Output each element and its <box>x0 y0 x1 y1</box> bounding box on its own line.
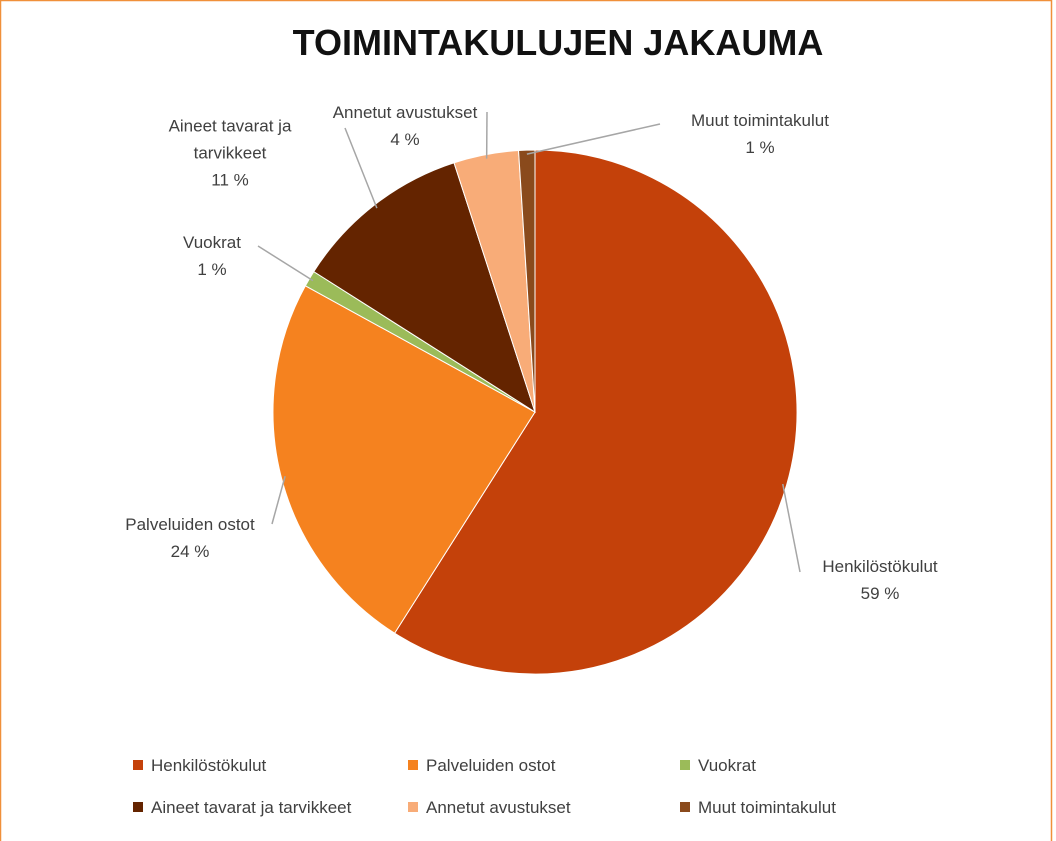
pie-slice <box>272 285 536 634</box>
data-label: Muut toimintakulut 1 % <box>655 107 865 161</box>
legend-item: Aineet tavarat ja tarvikkeet <box>133 798 351 818</box>
leader-line <box>344 127 378 209</box>
legend-item: Henkilöstökulut <box>133 756 266 776</box>
legend-label: Vuokrat <box>698 756 756 775</box>
legend-swatch <box>133 801 143 812</box>
data-label-name: Aineet tavarat ja tarvikkeet <box>168 116 292 163</box>
legend-swatch <box>680 801 690 812</box>
legend-item: Muut toimintakulut <box>680 798 836 818</box>
data-label-name: Henkilöstökulut <box>822 557 938 576</box>
data-label-value: 1 % <box>745 138 775 157</box>
data-label: Annetut avustukset 4 % <box>305 99 505 153</box>
legend-label: Henkilöstökulut <box>151 756 267 775</box>
data-label-value: 11 % <box>211 170 249 190</box>
legend-label: Palveluiden ostot <box>426 756 556 775</box>
chart-title: TOIMINTAKULUJEN JAKAUMA <box>292 22 824 63</box>
data-label-name: Annetut avustukset <box>332 103 478 122</box>
leader-line <box>526 123 661 155</box>
legend-item: Palveluiden ostot <box>408 756 555 776</box>
legend-swatch <box>680 759 690 770</box>
leader-line <box>271 475 286 525</box>
data-label-value: 59 % <box>860 584 900 603</box>
data-label-value: 1 % <box>197 260 227 279</box>
legend-label: Muut toimintakulut <box>698 798 836 817</box>
data-label-value: 4 % <box>390 130 420 149</box>
data-label-value: 24 % <box>170 542 210 561</box>
legend-item: Annetut avustukset <box>408 798 571 818</box>
legend-label: Annetut avustukset <box>426 798 571 817</box>
data-label-name: Palveluiden ostot <box>125 515 255 534</box>
pie-slice <box>313 162 536 414</box>
leader-line <box>782 483 801 573</box>
data-label: Palveluiden ostot 24 % <box>90 511 290 565</box>
pie-slice <box>393 149 798 675</box>
pie-slice <box>518 149 536 413</box>
data-label-name: Vuokrat <box>183 233 241 252</box>
legend-swatch <box>408 759 418 770</box>
legend-label: Aineet tavarat ja tarvikkeet <box>151 798 352 817</box>
legend-item: Vuokrat <box>680 756 756 776</box>
data-label-name: Muut toimintakulut <box>691 111 829 130</box>
legend-swatch <box>133 759 143 770</box>
data-label: Vuokrat 1 % <box>152 229 272 283</box>
leader-line <box>257 245 314 282</box>
data-label: Aineet tavarat ja tarvikkeet 11 % <box>148 113 313 194</box>
data-label: Henkilöstökulut 59 % <box>780 553 980 607</box>
legend-swatch <box>408 801 418 812</box>
